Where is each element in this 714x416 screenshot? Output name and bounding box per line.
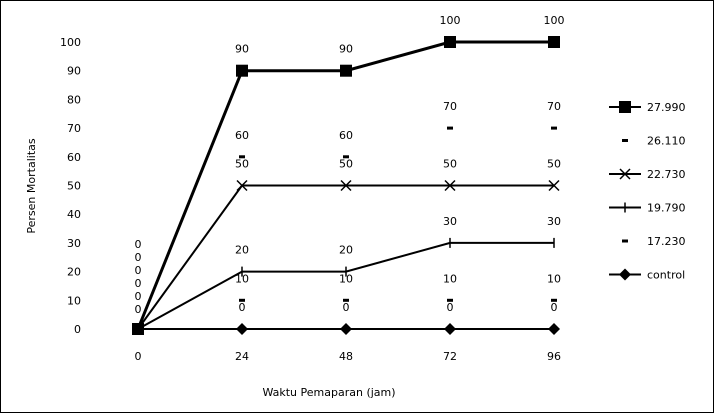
data-point-square	[444, 36, 456, 48]
y-tick-label: 60	[67, 151, 81, 164]
data-point-dash	[239, 298, 245, 302]
legend-label: control	[647, 269, 685, 282]
data-label: 60	[339, 129, 353, 142]
legend-marker-dash-icon	[622, 139, 628, 142]
data-label: 10	[443, 272, 457, 285]
data-label: 70	[547, 100, 561, 113]
data-point-dash	[551, 126, 557, 130]
data-label: 0	[135, 251, 142, 264]
legend: 27.990 26.110 22.730 19.790 17.230 control	[609, 101, 686, 282]
data-label: 10	[339, 272, 353, 285]
data-label: 10	[235, 272, 249, 285]
x-axis-label: Waktu Pemaparan (jam)	[262, 386, 395, 399]
data-point-diamond	[236, 323, 248, 335]
data-label: 90	[339, 43, 353, 56]
data-label: 90	[235, 43, 249, 56]
series-control	[132, 323, 560, 335]
legend-label: 26.110	[647, 135, 686, 148]
data-label: 30	[443, 215, 457, 228]
x-tick-label: 96	[547, 350, 561, 363]
y-tick-label: 10	[67, 294, 81, 307]
data-point-diamond	[132, 323, 144, 335]
legend-marker-square-icon	[619, 101, 631, 113]
data-label: 20	[235, 244, 249, 257]
series-group	[132, 36, 560, 335]
data-label: 100	[440, 14, 461, 27]
data-point-x	[444, 179, 456, 192]
data-point-square	[548, 36, 560, 48]
data-label: 0	[447, 301, 454, 314]
y-tick-label: 50	[67, 180, 81, 193]
y-tick-label: 100	[60, 36, 81, 49]
y-tick-label: 0	[74, 323, 81, 336]
data-point-diamond	[340, 323, 352, 335]
legend-label: 27.990	[647, 101, 686, 114]
data-label: 10	[547, 272, 561, 285]
data-point-dash	[343, 298, 349, 302]
data-label: 100	[544, 14, 565, 27]
y-tick-label: 30	[67, 237, 81, 250]
data-label: 0	[239, 301, 246, 314]
x-tick-label: 24	[235, 350, 249, 363]
data-point-x	[236, 179, 248, 192]
y-axis-label: Persen Mortalitas	[25, 138, 38, 233]
data-label: 0	[135, 238, 142, 251]
data-label: 50	[339, 158, 353, 171]
legend-label: 17.230	[647, 235, 686, 248]
legend-label: 22.730	[647, 168, 686, 181]
legend-marker-diamond-icon	[619, 268, 631, 281]
data-point-x	[548, 179, 560, 192]
data-label: 0	[135, 277, 142, 290]
data-label: 50	[235, 158, 249, 171]
data-label: 0	[135, 290, 142, 303]
y-tick-label: 40	[67, 208, 81, 221]
data-point-square	[236, 64, 248, 77]
data-point-dash	[343, 155, 349, 159]
data-label: 50	[443, 158, 457, 171]
data-label: 0	[343, 301, 350, 314]
data-label: 20	[339, 244, 353, 257]
data-label: 30	[547, 215, 561, 228]
data-label: 0	[135, 264, 142, 277]
y-tick-label: 90	[67, 65, 81, 78]
data-point-square	[340, 64, 352, 77]
data-point-diamond	[548, 323, 560, 335]
x-tick-label: 0	[135, 350, 142, 363]
data-label: 0	[135, 303, 142, 316]
data-point-dash	[551, 298, 557, 302]
data-label: 60	[235, 129, 249, 142]
data-point-dash	[447, 126, 453, 130]
legend-marker-dash-icon	[622, 239, 628, 243]
data-point-dash	[239, 155, 245, 159]
x-tick-label: 72	[443, 350, 457, 363]
data-label: 70	[443, 100, 457, 113]
y-tick-label: 20	[67, 266, 81, 279]
y-tick-label: 70	[67, 122, 81, 135]
data-point-dash	[447, 298, 453, 302]
legend-marker-x-icon	[619, 168, 631, 180]
data-label: 0	[551, 301, 558, 314]
data-label: 50	[547, 158, 561, 171]
series-22-730	[132, 179, 560, 335]
data-point-x	[340, 179, 352, 192]
y-tick-label: 80	[67, 93, 81, 106]
legend-label: 19.790	[647, 202, 686, 215]
x-tick-label: 48	[339, 350, 353, 363]
data-point-diamond	[444, 323, 456, 335]
